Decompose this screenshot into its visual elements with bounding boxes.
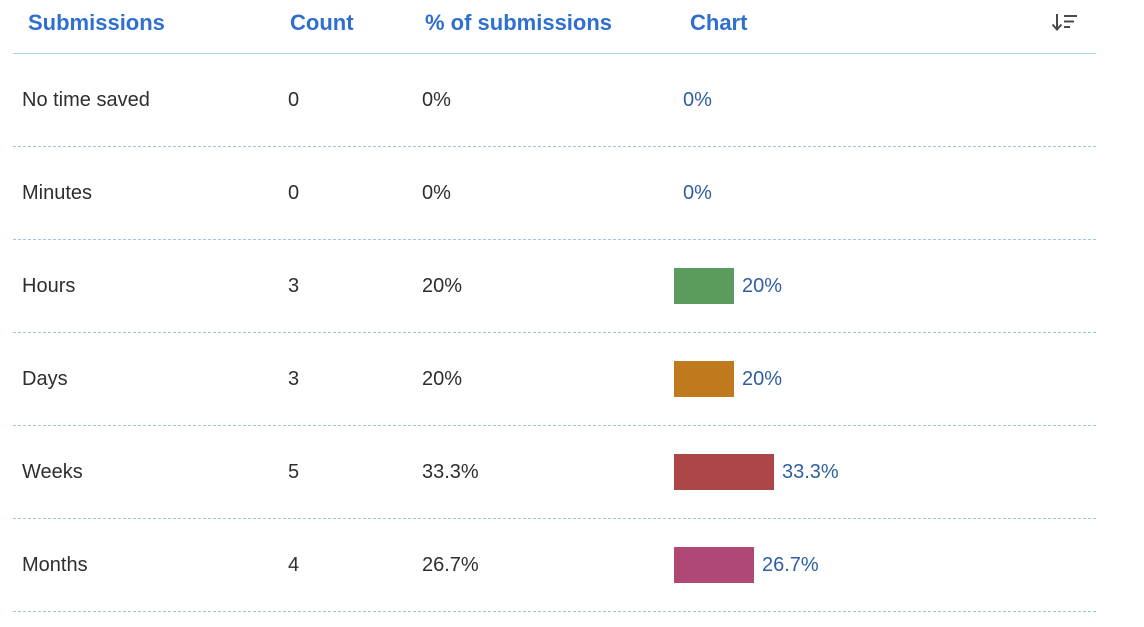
chart-bar xyxy=(674,547,754,583)
row-label: Months xyxy=(22,554,88,576)
row-percent: 20% xyxy=(422,275,463,297)
table-row: No time saved 0 0% 0% xyxy=(13,54,1096,147)
row-chart: 20% xyxy=(674,361,782,397)
row-count: 4 xyxy=(288,554,300,576)
row-label: Minutes xyxy=(22,182,93,204)
row-count: 3 xyxy=(288,368,300,390)
chart-bar xyxy=(674,454,774,490)
table-row: Weeks 5 33.3% 33.3% xyxy=(13,426,1096,519)
sort-descending-icon xyxy=(1051,14,1077,31)
row-label: Hours xyxy=(22,275,76,297)
row-count: 0 xyxy=(288,182,300,204)
column-header-chart[interactable]: Chart xyxy=(690,10,748,35)
chart-bar xyxy=(674,268,734,304)
row-percent: 0% xyxy=(422,89,451,111)
row-chart: 33.3% xyxy=(674,454,839,490)
chart-bar-label: 0% xyxy=(683,89,712,111)
table-header: Submissions Count % of submissions Chart xyxy=(13,0,1096,54)
row-chart: 20% xyxy=(674,268,782,304)
table-row: Minutes 0 0% 0% xyxy=(13,147,1096,240)
column-header-submissions[interactable]: Submissions xyxy=(28,10,165,35)
row-chart: 26.7% xyxy=(674,547,819,583)
table-row: Months 4 26.7% 26.7% xyxy=(13,519,1096,612)
row-label: Days xyxy=(22,368,68,390)
column-header-percent[interactable]: % of submissions xyxy=(425,10,613,35)
row-chart: 0% xyxy=(674,82,712,118)
row-count: 3 xyxy=(288,275,300,297)
table-row: Days 3 20% 20% xyxy=(13,333,1096,426)
chart-bar-label: 33.3% xyxy=(782,461,839,483)
row-label: No time saved xyxy=(22,89,150,111)
sort-button[interactable] xyxy=(1048,10,1080,36)
row-percent: 0% xyxy=(422,182,451,204)
chart-bar-label: 20% xyxy=(742,368,783,390)
row-percent: 33.3% xyxy=(422,461,479,483)
row-count: 0 xyxy=(288,89,300,111)
chart-bar-label: 0% xyxy=(683,182,712,204)
column-header-count[interactable]: Count xyxy=(290,10,354,35)
table-row: Hours 3 20% 20% xyxy=(13,240,1096,333)
submissions-table: Submissions Count % of submissions Chart… xyxy=(13,0,1096,612)
row-label: Weeks xyxy=(22,461,83,483)
chart-bar-label: 26.7% xyxy=(762,554,819,576)
chart-bar-label: 20% xyxy=(742,275,783,297)
row-count: 5 xyxy=(288,461,300,483)
row-percent: 20% xyxy=(422,368,463,390)
chart-bar xyxy=(674,361,734,397)
row-percent: 26.7% xyxy=(422,554,479,576)
row-chart: 0% xyxy=(674,175,712,211)
